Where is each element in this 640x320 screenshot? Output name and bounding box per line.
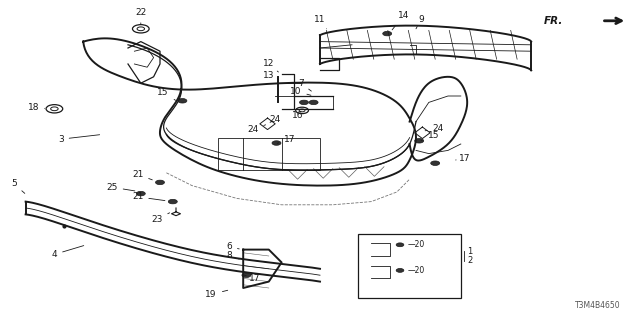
Text: 18: 18 [28, 103, 45, 112]
Text: 14: 14 [392, 12, 409, 30]
Text: 8: 8 [227, 252, 239, 260]
Text: FR.: FR. [544, 16, 563, 26]
Bar [218, 138, 320, 170]
Text: —20: —20 [408, 240, 425, 249]
Circle shape [242, 273, 251, 277]
Circle shape [272, 141, 281, 145]
Text: 10: 10 [290, 87, 311, 96]
Text: 15: 15 [421, 132, 439, 141]
Text: 9: 9 [416, 15, 424, 29]
Text: 5: 5 [12, 180, 25, 193]
Text: 11: 11 [314, 15, 326, 29]
Text: 25: 25 [106, 183, 135, 192]
Text: 21: 21 [132, 170, 152, 180]
Circle shape [309, 100, 318, 105]
Text: 6: 6 [227, 242, 239, 251]
Circle shape [178, 99, 187, 103]
Text: 17: 17 [277, 135, 296, 144]
Text: 4: 4 [52, 245, 84, 259]
Text: 15: 15 [157, 88, 175, 100]
Text: 13: 13 [263, 71, 278, 80]
Text: 12: 12 [263, 60, 278, 72]
Circle shape [383, 31, 392, 36]
Text: 24: 24 [269, 116, 281, 124]
Circle shape [396, 243, 404, 247]
Circle shape [136, 191, 145, 196]
Text: 1: 1 [467, 247, 472, 256]
Text: 24: 24 [247, 125, 266, 134]
Circle shape [156, 180, 164, 185]
Circle shape [168, 199, 177, 204]
Circle shape [415, 139, 424, 143]
Text: 23: 23 [151, 213, 170, 224]
Text: 7: 7 [298, 79, 312, 91]
Text: 16: 16 [292, 111, 303, 120]
Text: T3M4B4650: T3M4B4650 [575, 301, 621, 310]
Text: 24: 24 [425, 124, 444, 133]
Circle shape [396, 268, 404, 272]
Text: 22: 22 [135, 8, 147, 24]
Text: 17: 17 [244, 274, 260, 283]
Bar [358, 234, 461, 298]
Circle shape [431, 161, 440, 165]
Text: 17: 17 [456, 154, 470, 163]
Text: 21: 21 [132, 192, 165, 201]
Text: 19: 19 [205, 290, 228, 299]
Text: —20: —20 [408, 266, 425, 275]
Text: 2: 2 [467, 256, 472, 265]
Circle shape [300, 100, 308, 105]
Text: 3: 3 [58, 135, 100, 144]
